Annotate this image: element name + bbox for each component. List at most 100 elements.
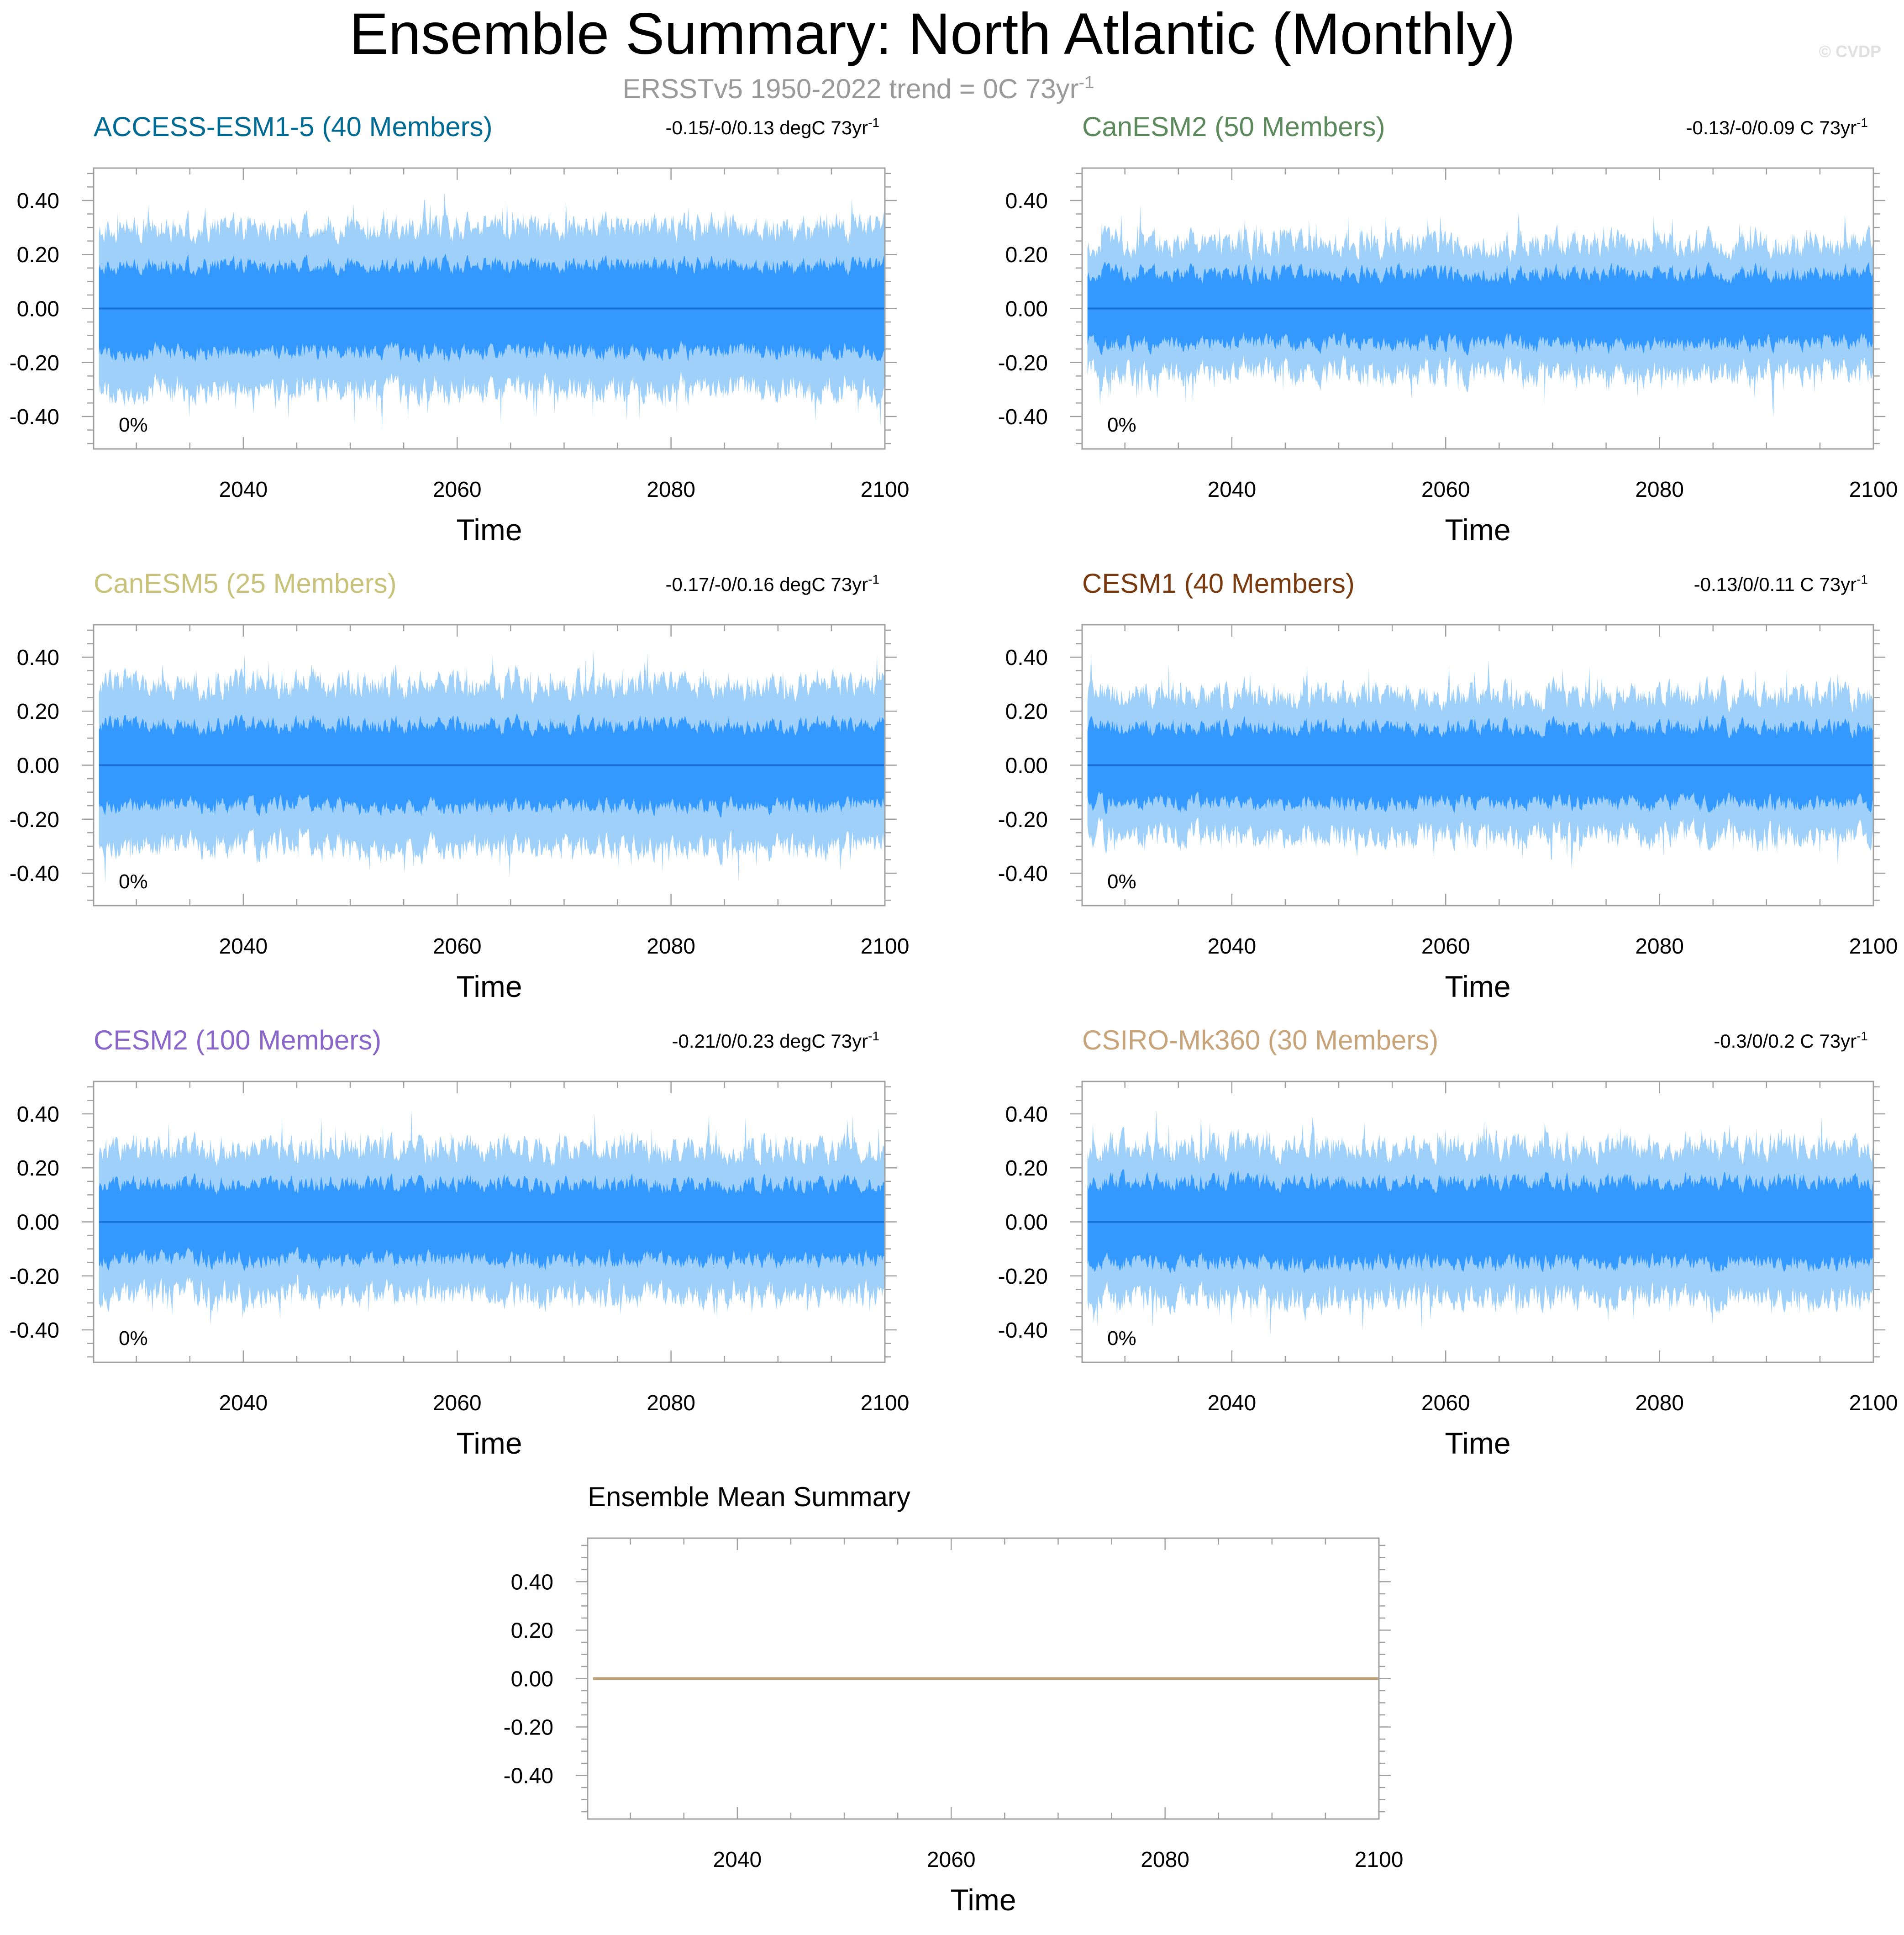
trend-label-text: -0.13/-0/0.09 C 73yr xyxy=(1686,117,1857,138)
chart-panel-4: 2040 2060 2080 2100 Time 0.40 0.20 0.00 -0.20 -0.… xyxy=(998,568,1898,1003)
x-tick-label: 2060 xyxy=(1421,934,1470,959)
trend-label-sup: -1 xyxy=(1857,1029,1868,1043)
x-tick-label: 2040 xyxy=(1207,1391,1256,1415)
x-tick-label: 2040 xyxy=(219,934,268,959)
trend-label-sup: -1 xyxy=(868,116,879,130)
percent-label: 0% xyxy=(119,1327,148,1350)
trend-label-text: -0.13/0/0.11 C 73yr xyxy=(1694,574,1857,595)
trend-label-text: -0.17/-0/0.16 degC 73yr xyxy=(665,574,868,595)
panel-title: CESM1 (40 Members) xyxy=(1082,568,1355,599)
x-tick-label: 2100 xyxy=(861,934,910,959)
y-tick-label: -0.20 xyxy=(504,1716,553,1740)
trend-label-sup: -1 xyxy=(868,1029,879,1043)
figure-subtitle-sup: -1 xyxy=(1079,73,1094,92)
trend-label: -0.13/-0/0.09 C 73yr-1 xyxy=(1686,116,1868,138)
watermark: © CVDP xyxy=(1819,42,1881,61)
y-tick-label: -0.40 xyxy=(998,862,1048,886)
chart-panel-1: 2040 2060 2080 2100 Time 0.40 0.20 0.00 -0.20 -0.… xyxy=(10,111,910,547)
panel-title: ACCESS-ESM1-5 (40 Members) xyxy=(94,111,493,142)
trend-label-sup: -1 xyxy=(868,572,879,586)
chart-panel-2: 2040 2060 2080 2100 Time 0.40 0.20 0.00 -0.20 -0.… xyxy=(998,111,1898,547)
x-tick-label: 2060 xyxy=(927,1848,976,1872)
x-axis-label: Time xyxy=(1445,513,1510,547)
x-tick-label: 2060 xyxy=(433,478,482,502)
y-tick-label: 0.40 xyxy=(1005,189,1048,213)
y-tick-label: 0.20 xyxy=(1005,700,1048,724)
trend-label: -0.15/-0/0.13 degC 73yr-1 xyxy=(665,116,879,138)
y-tick-label: 0.00 xyxy=(17,754,59,778)
x-tick-label: 2040 xyxy=(713,1848,762,1872)
panel-title: CanESM2 (50 Members) xyxy=(1082,111,1385,142)
trend-label: -0.3/0/0.2 C 73yr-1 xyxy=(1714,1029,1868,1052)
y-tick-label: 0.00 xyxy=(1005,1211,1048,1235)
x-axis-label: Time xyxy=(456,1426,522,1460)
panel-title: CESM2 (100 Members) xyxy=(94,1025,381,1055)
y-tick-label: 0.20 xyxy=(1005,1156,1048,1181)
y-tick-label: 0.20 xyxy=(1005,243,1048,267)
x-tick-label: 2080 xyxy=(1635,934,1684,959)
y-tick-label: -0.40 xyxy=(10,1318,59,1343)
x-tick-label: 2040 xyxy=(1207,478,1256,502)
x-tick-label: 2080 xyxy=(647,934,695,959)
x-axis-label: Time xyxy=(1445,970,1510,1003)
percent-label: 0% xyxy=(119,414,148,436)
y-tick-label: 0.00 xyxy=(17,1211,59,1235)
trend-label: -0.17/-0/0.16 degC 73yr-1 xyxy=(665,572,879,595)
chart-panel-3: 2040 2060 2080 2100 Time 0.40 0.20 0.00 -0.20 -0.… xyxy=(10,568,910,1003)
y-tick-label: -0.40 xyxy=(998,405,1048,429)
y-tick-label: -0.20 xyxy=(10,808,59,832)
trend-label: -0.13/0/0.11 C 73yr-1 xyxy=(1694,572,1868,595)
y-tick-label: -0.20 xyxy=(998,351,1048,375)
y-tick-label: 0.40 xyxy=(1005,1102,1048,1127)
chart-panel-6: 2040 2060 2080 2100 Time 0.40 0.20 0.00 -0.20 -0.… xyxy=(998,1025,1898,1460)
y-tick-label: 0.20 xyxy=(17,243,59,267)
y-tick-label: -0.40 xyxy=(998,1318,1048,1343)
percent-label: 0% xyxy=(1107,1327,1136,1350)
panel-title: Ensemble Mean Summary xyxy=(588,1482,910,1512)
x-tick-label: 2080 xyxy=(647,478,695,502)
figure-subtitle: ERSSTv5 1950-2022 trend = 0C 73yr-1 xyxy=(623,73,1094,104)
percent-label: 0% xyxy=(119,870,148,893)
y-tick-label: -0.20 xyxy=(10,351,59,375)
x-tick-label: 2040 xyxy=(219,478,268,502)
y-tick-label: 0.40 xyxy=(17,646,59,670)
x-tick-label: 2100 xyxy=(1849,478,1898,502)
trend-label-text: -0.15/-0/0.13 degC 73yr xyxy=(665,117,868,138)
y-tick-label: 0.00 xyxy=(1005,754,1048,778)
trend-label-text: -0.21/0/0.23 degC 73yr xyxy=(672,1030,868,1052)
panels: 2040 2060 2080 2100 Time 0.40 0.20 0.00 -0.20 -0.… xyxy=(10,111,1898,1917)
trend-label-text: -0.3/0/0.2 C 73yr xyxy=(1714,1030,1857,1052)
x-axis-label: Time xyxy=(456,970,522,1003)
y-tick-label: 0.40 xyxy=(1005,646,1048,670)
trend-label: -0.21/0/0.23 degC 73yr-1 xyxy=(672,1029,879,1052)
y-tick-label: -0.40 xyxy=(10,862,59,886)
y-tick-label: -0.40 xyxy=(10,405,59,429)
chart-panel-5: 2040 2060 2080 2100 Time 0.40 0.20 0.00 -0.20 -0.… xyxy=(10,1025,910,1460)
x-tick-label: 2060 xyxy=(433,1391,482,1415)
x-tick-label: 2060 xyxy=(1421,1391,1470,1415)
x-axis-label: Time xyxy=(950,1883,1016,1917)
y-tick-label: -0.20 xyxy=(998,1265,1048,1289)
x-tick-label: 2100 xyxy=(1849,934,1898,959)
y-tick-label: -0.20 xyxy=(10,1265,59,1289)
x-tick-label: 2080 xyxy=(647,1391,695,1415)
percent-label: 0% xyxy=(1107,870,1136,893)
chart-panel-7: 2040 2060 2080 2100 Time 0.40 0.20 0.00 -0.20 -0.… xyxy=(504,1482,1404,1917)
x-tick-label: 2100 xyxy=(1849,1391,1898,1415)
panel-title: CanESM5 (25 Members) xyxy=(94,568,397,599)
x-tick-label: 2040 xyxy=(1207,934,1256,959)
percent-label: 0% xyxy=(1107,414,1136,436)
x-tick-label: 2040 xyxy=(219,1391,268,1415)
y-tick-label: 0.40 xyxy=(511,1570,553,1594)
x-tick-label: 2080 xyxy=(1141,1848,1189,1872)
x-tick-label: 2080 xyxy=(1635,478,1684,502)
y-tick-label: 0.00 xyxy=(17,297,59,322)
y-tick-label: 0.40 xyxy=(17,189,59,213)
x-axis-label: Time xyxy=(1445,1426,1510,1460)
y-tick-label: 0.40 xyxy=(17,1102,59,1127)
y-tick-label: 0.00 xyxy=(511,1667,553,1692)
x-tick-label: 2080 xyxy=(1635,1391,1684,1415)
x-tick-label: 2100 xyxy=(1355,1848,1404,1872)
panel-title: CSIRO-Mk360 (30 Members) xyxy=(1082,1025,1438,1055)
